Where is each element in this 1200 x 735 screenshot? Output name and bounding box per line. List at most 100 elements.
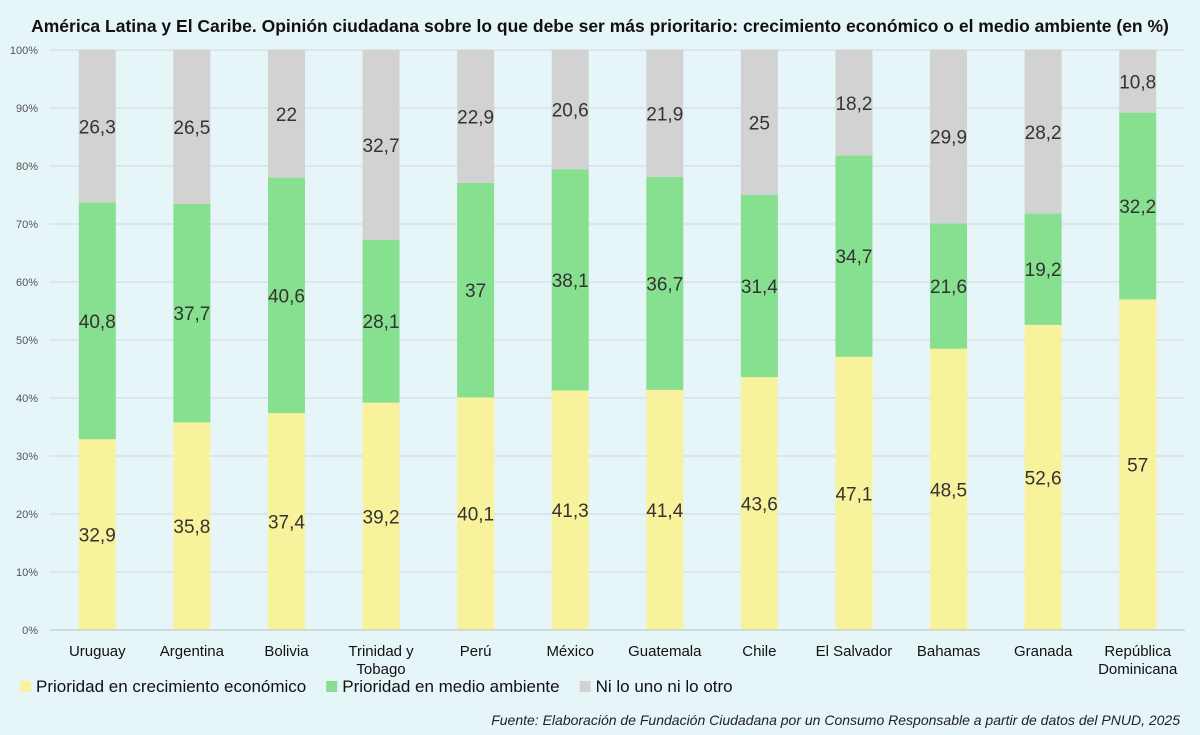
bar-segment (78, 202, 116, 440)
y-tick-label: 70% (16, 219, 38, 231)
bar-segment (646, 177, 684, 390)
data-label: 20,6 (552, 101, 589, 122)
bar-segment (362, 50, 400, 240)
data-label: 37 (465, 281, 486, 302)
bar-segment (835, 155, 873, 357)
legend: Prioridad en crecimiento económico Priori… (20, 677, 733, 696)
y-axis: 0% 10% 20% 30% 40% 50% 60% 70% 80% 90% 100% (10, 45, 38, 637)
data-label: 25 (749, 114, 770, 135)
data-label: 41,3 (552, 501, 589, 522)
y-tick-label: 10% (16, 567, 38, 579)
bar-segment (457, 50, 495, 183)
bar-segment (740, 50, 778, 195)
bar-segment (551, 390, 589, 630)
data-label: 37,4 (268, 513, 305, 534)
bar-segment (362, 402, 400, 630)
x-tick-label: Perú (460, 643, 492, 660)
bar-segment (551, 50, 589, 170)
data-label: 35,8 (173, 517, 210, 538)
bar-segment (173, 203, 211, 423)
data-label: 28,2 (1025, 123, 1062, 144)
y-tick-label: 100% (10, 45, 38, 57)
data-label: 31,4 (741, 277, 778, 298)
bar-segment (930, 50, 968, 224)
bar-segment (1024, 50, 1062, 214)
legend-swatch (20, 681, 31, 692)
chart-source: Fuente: Elaboración de Fundación Ciudada… (491, 712, 1180, 728)
x-tick-label: Guatemala (628, 643, 702, 660)
bar-segment (1119, 112, 1157, 300)
data-label: 34,7 (835, 247, 872, 268)
legend-swatch (579, 681, 591, 692)
bar-segment (457, 182, 495, 398)
data-label: 28,1 (363, 312, 400, 333)
bar-segment (646, 389, 684, 630)
data-label: 40,8 (79, 312, 116, 333)
data-label: 40,1 (457, 505, 494, 526)
bar-segment (1024, 213, 1062, 325)
bar-segment (173, 50, 211, 204)
data-label: 48,5 (930, 480, 967, 501)
bar-segment (457, 397, 495, 630)
bar-segment (78, 439, 116, 630)
x-tick-label: Bahamas (917, 643, 980, 660)
bar-segment (267, 413, 305, 630)
x-tick-label: Chile (742, 643, 776, 660)
data-label: 32,7 (363, 136, 400, 157)
bar-segment (740, 377, 778, 630)
data-label: 43,6 (741, 495, 778, 516)
data-label: 29,9 (930, 128, 967, 149)
y-tick-label: 30% (16, 451, 38, 463)
data-label: 22,9 (457, 107, 494, 128)
data-label: 40,6 (268, 286, 305, 307)
x-tick-label: Argentina (160, 643, 225, 660)
bar-segment (362, 239, 400, 403)
x-tick-label: Trinidad y (348, 643, 414, 660)
x-tick-label: Tobago (356, 661, 405, 678)
data-label: 18,2 (835, 94, 872, 115)
legend-label: Ni lo uno ni lo otro (596, 677, 733, 696)
y-tick-label: 20% (16, 509, 38, 521)
y-tick-label: 50% (16, 335, 38, 347)
x-tick-label: El Salvador (816, 643, 893, 660)
chart-title: América Latina y El Caribe. Opinión ciud… (31, 16, 1169, 36)
data-label: 39,2 (363, 507, 400, 528)
bar-segment (1119, 299, 1157, 630)
data-label: 21,6 (930, 277, 967, 298)
bar-segment (740, 195, 778, 378)
gridlines (50, 49, 1185, 631)
data-label: 32,9 (79, 526, 116, 547)
data-label: 10,8 (1119, 72, 1156, 93)
bar-segment (646, 50, 684, 178)
y-tick-label: 0% (22, 625, 38, 637)
data-label: 52,6 (1025, 468, 1062, 489)
x-tick-label: Bolivia (264, 643, 309, 660)
bar-segment (1119, 50, 1157, 113)
data-label: 38,1 (552, 271, 589, 292)
data-label: 32,2 (1119, 197, 1156, 218)
data-label: 37,7 (173, 304, 210, 325)
data-label: 19,2 (1025, 260, 1062, 281)
y-tick-label: 60% (16, 277, 38, 289)
x-tick-label: México (546, 643, 594, 660)
y-tick-label: 80% (16, 161, 38, 173)
legend-label: Prioridad en crecimiento económico (36, 677, 306, 696)
x-tick-label: Uruguay (69, 643, 126, 660)
bar-segment (267, 177, 305, 414)
data-label: 21,9 (646, 105, 683, 126)
y-tick-label: 40% (16, 393, 38, 405)
data-label: 22 (276, 105, 297, 126)
x-tick-label: Dominicana (1098, 661, 1178, 678)
bar-segment (551, 169, 589, 391)
legend-swatch (326, 681, 338, 692)
bar-segment (78, 50, 116, 203)
bar-segment (930, 348, 968, 630)
x-tick-label: Granada (1014, 643, 1073, 660)
data-label: 57 (1127, 456, 1148, 477)
legend-label: Prioridad en medio ambiente (342, 677, 559, 696)
bar-segment (173, 422, 211, 630)
data-label: 26,5 (173, 118, 210, 139)
data-label: 36,7 (646, 274, 683, 295)
